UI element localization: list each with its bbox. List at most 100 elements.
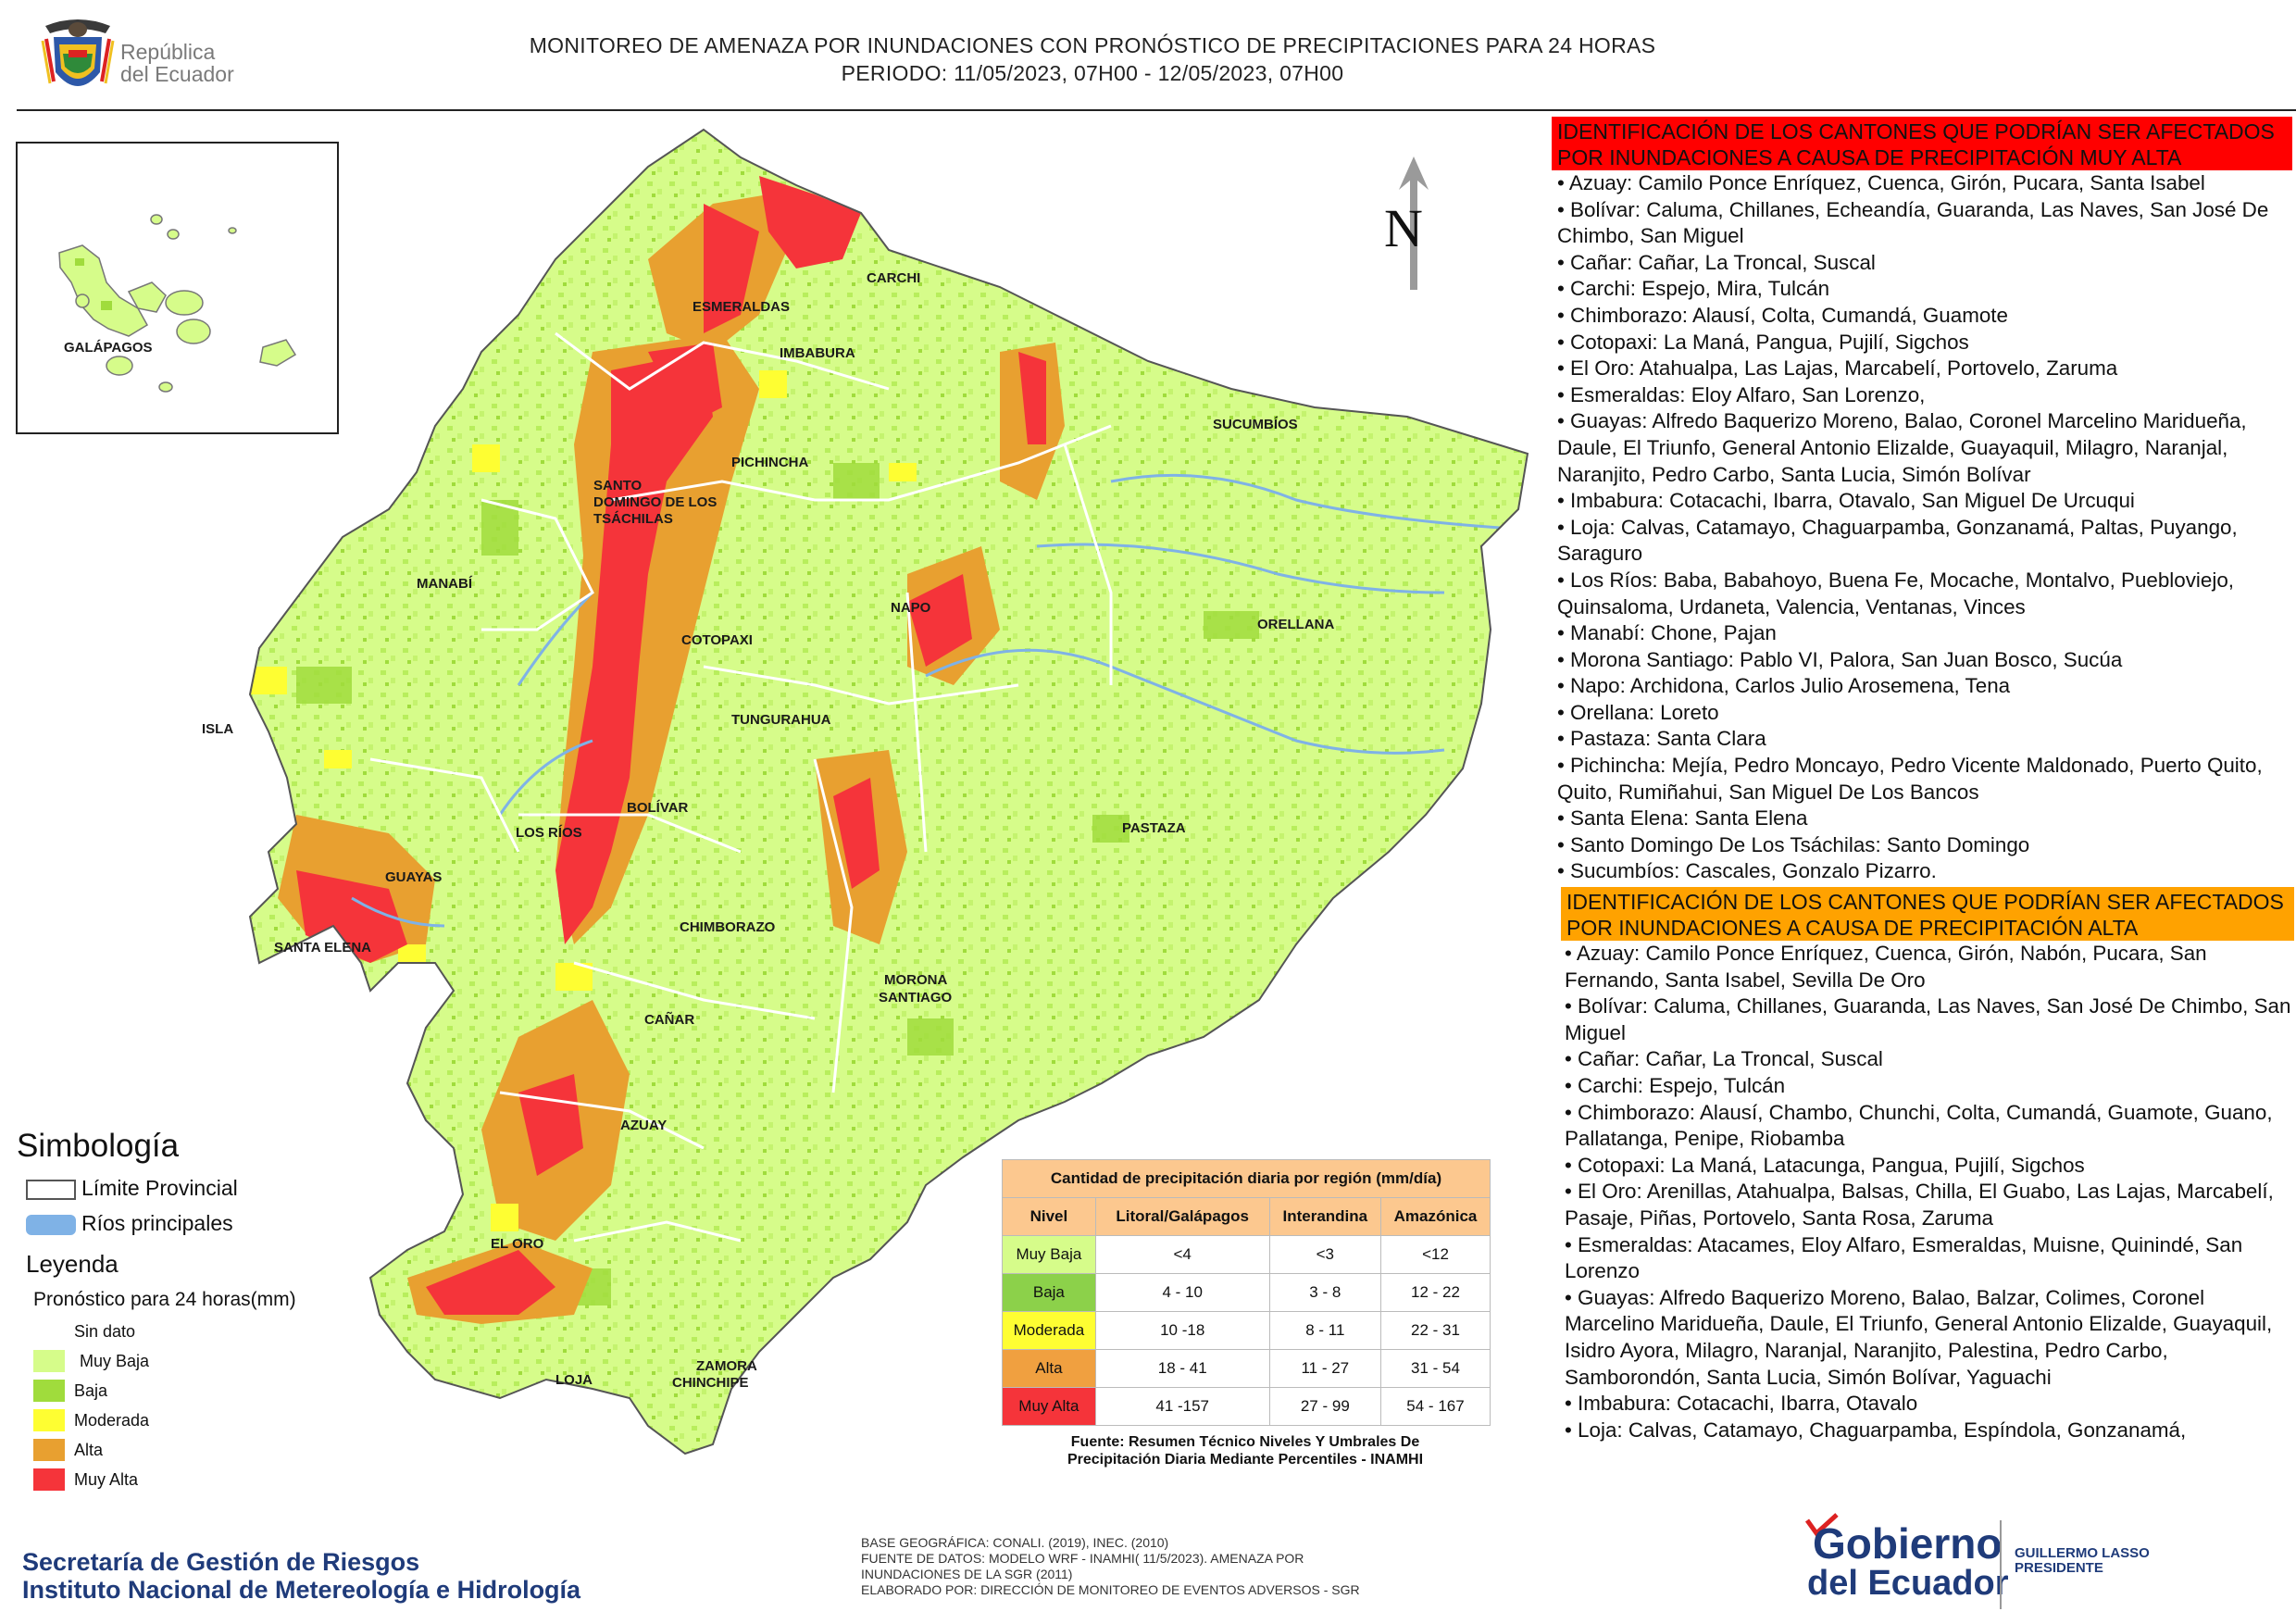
list-item: • Pastaza: Santa Clara [1557,727,1766,751]
label-morona: MORONA [884,972,948,988]
list-item: • Guayas: Alfredo Baquerizo Moreno, Bala… [1565,1285,2273,1389]
label-esmeraldas: ESMERALDAS [693,299,791,315]
north-arrow-icon [1399,156,1429,290]
table-cell: 4 - 10 [1094,1273,1270,1312]
label-santo: SANTO [593,478,643,493]
label-muy-alta: Muy Alta [74,1470,139,1489]
nivel-cell: Baja [1002,1273,1096,1312]
list-item: • Sucumbíos: Cascales, Gonzalo Pizarro. [1557,859,1937,883]
table-row: Alta 18 - 41 11 - 27 31 - 54 [1002,1349,1491,1388]
label-sucumbios: SUCUMBÍOS [1213,417,1298,432]
list-item: • Carchi: Espejo, Mira, Tulcán [1557,277,1830,301]
base-line4: ELABORADO POR: DIRECCIÓN DE MONITOREO DE… [861,1582,1360,1597]
alta-header: IDENTIFICACIÓN DE LOS CANTONES QUE PODRÍ… [1561,887,2294,942]
label-santa-elena: SANTA ELENA [274,940,371,956]
label-manabi: MANABÍ [417,576,472,592]
list-item: • Loja: Calvas, Catamayo, Chaguarpamba, … [1557,515,2238,566]
table-cell: 41 -157 [1094,1387,1270,1426]
table-cell: 31 - 54 [1379,1349,1491,1388]
table-cell: <12 [1379,1235,1491,1274]
swatch-muy-alta [33,1468,65,1491]
nivel-cell: Alta [1002,1349,1096,1388]
label-azuay: AZUAY [620,1118,668,1133]
list-item: • Esmeraldas: Atacames, Eloy Alfaro, Esm… [1565,1232,2243,1283]
org-line2: Instituto Nacional de Metereología e Hid… [22,1576,581,1604]
list-item: • Santo Domingo De Los Tsáchilas: Santo … [1557,832,2030,856]
alta-list: • Azuay: Camilo Ponce Enríquez, Cuenca, … [1552,941,2292,1443]
logo-text-line1: República [120,40,216,64]
list-item: • Morona Santiago: Pablo VI, Palora, San… [1557,647,2123,671]
limite-provincial-label: Límite Provincial [81,1176,238,1200]
list-item: • Cotopaxi: La Maná, Latacunga, Pangua, … [1565,1153,2085,1177]
gobierno-logo: Gobierno del Ecuador GUILLERMO LASSO PRE… [1803,1513,2192,1615]
table-cell: <3 [1268,1235,1381,1274]
table-cell: 12 - 22 [1379,1273,1491,1312]
table-cell: 27 - 99 [1268,1387,1381,1426]
precipitation-table: Cantidad de precipitación diaria por reg… [1002,1159,1491,1426]
galapagos-inset: GALÁPAGOS [16,142,339,434]
label-galapagos: GALÁPAGOS [64,340,153,356]
republica-logo: República del Ecuador [28,9,268,102]
title-line1: MONITOREO DE AMENAZA POR INUNDACIONES CO… [529,33,1656,57]
president-name: GUILLERMO LASSO PRESIDENTE [2015,1546,2150,1576]
list-item: • Azuay: Camilo Ponce Enríquez, Cuenca, … [1557,171,2205,194]
table-row: Muy Baja <4 <3 <12 [1002,1235,1491,1274]
table-cell: 11 - 27 [1268,1349,1381,1388]
rivers [351,473,1501,928]
label-loja: LOJA [555,1372,593,1388]
table-header: Litoral/Galápagos [1094,1197,1270,1236]
province-boundaries [369,331,1113,1243]
table-cell: 22 - 31 [1379,1311,1491,1350]
list-item: • Los Ríos: Baba, Babahoyo, Buena Fe, Mo… [1557,568,2234,618]
label-chimborazo: CHIMBORAZO [680,919,776,935]
table-cell: 8 - 11 [1268,1311,1381,1350]
list-item: • El Oro: Atahualpa, Las Lajas, Marcabel… [1557,356,2118,381]
list-item: • El Oro: Arenillas, Atahualpa, Balsas, … [1565,1180,2274,1230]
table-row: Muy Alta 41 -157 27 - 99 54 - 167 [1002,1387,1491,1426]
limite-provincial-swatch [26,1180,76,1200]
table-header: Amazónica [1379,1197,1491,1236]
nivel-cell: Muy Alta [1002,1387,1096,1426]
label-canar: CAÑAR [644,1012,695,1028]
precipitation-layer [250,176,1259,1324]
label-el-oro: EL ORO [491,1236,544,1252]
north-label: N [1384,198,1423,258]
label-moderada: Moderada [74,1411,150,1430]
label-los-rios: LOS RÍOS [516,825,582,841]
list-item: • Loja: Calvas, Catamayo, Chaguarpamba, … [1565,1418,2187,1442]
muy-alta-list: • Azuay: Camilo Ponce Enríquez, Cuenca, … [1552,170,2292,885]
list-item: • Imbabura: Cotacachi, Ibarra, Otavalo, … [1557,489,2135,513]
list-item: • Bolívar: Caluma, Chillanes, Guaranda, … [1565,994,2291,1044]
list-item: • Cañar: Cañar, La Troncal, Suscal [1565,1047,1883,1071]
source-line2: Precipitación Diaria Mediante Percentile… [1067,1452,1424,1468]
title-line2: PERIODO: 11/05/2023, 07H00 - 12/05/2023,… [841,61,1344,85]
table-title: Cantidad de precipitación diaria por reg… [1002,1159,1491,1198]
president-line1: GUILLERMO LASSO [2015,1545,2150,1561]
list-item: • Napo: Archidona, Carlos Julio Arosemen… [1557,674,2011,698]
list-item: • Manabí: Chone, Pajan [1557,621,1777,645]
label-carchi: CARCHI [867,270,921,286]
label-guayas: GUAYAS [385,869,443,885]
table-source: Fuente: Resumen Técnico Niveles Y Umbral… [995,1433,1495,1468]
source-line1: Fuente: Resumen Técnico Niveles Y Umbral… [1070,1434,1420,1450]
list-item: • Carchi: Espejo, Tulcán [1565,1074,1786,1097]
label-muy-baja: Muy Baja [80,1352,150,1370]
coat-of-arms-icon [41,19,115,86]
table-cell: 10 -18 [1094,1311,1270,1350]
label-santiago: SANTIAGO [879,990,953,1006]
list-item: • Chimborazo: Alausí, Colta, Cumandá, Gu… [1557,303,2008,327]
swatch-baja [33,1380,65,1402]
list-item: • Pichincha: Mejía, Pedro Moncayo, Pedro… [1557,754,2263,804]
label-orellana: ORELLANA [1257,617,1335,632]
nivel-cell: Muy Baja [1002,1235,1096,1274]
logo-text-line2: del Ecuador [120,62,234,86]
table-row: Baja 4 - 10 3 - 8 12 - 22 [1002,1273,1491,1312]
label-pastaza: PASTAZA [1122,820,1186,836]
table-row: Moderada 10 -18 8 - 11 22 - 31 [1002,1311,1491,1350]
label-sin-dato: Sin dato [74,1322,136,1341]
label-cotopaxi: COTOPAXI [681,632,753,648]
label-baja: Baja [74,1381,108,1400]
swatch-alta [33,1439,65,1461]
label-isla: ISLA [202,721,234,737]
table-cell: <4 [1094,1235,1270,1274]
